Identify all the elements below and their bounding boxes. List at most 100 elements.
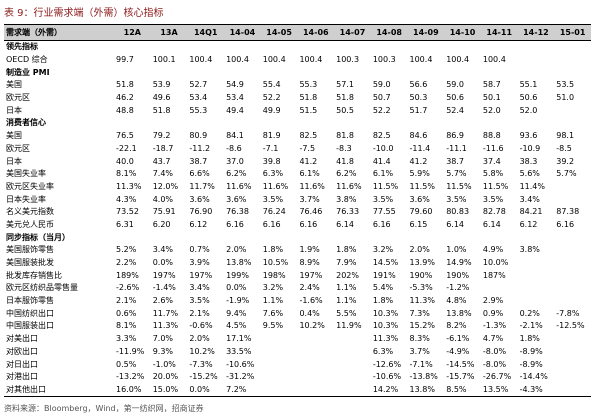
cell: 81.8 (336, 131, 354, 141)
cell: 5.8% (482, 169, 504, 179)
cell: 10.2% (299, 321, 325, 331)
cell (261, 333, 298, 346)
cell: 52.0 (482, 105, 501, 115)
cell: 2.9% (482, 296, 504, 306)
row-label: 日本 (6, 105, 22, 115)
cell: 11.6% (336, 181, 362, 191)
cell: 1.8% (519, 334, 540, 344)
cell: 41.2 (299, 156, 318, 166)
cell: 4.0% (152, 194, 174, 204)
cell (334, 346, 371, 359)
header-cell: 14-04 (224, 24, 261, 41)
cell: 4.8% (446, 296, 467, 306)
cell: 38.7 (189, 156, 208, 166)
cell: 3.6% (189, 194, 210, 204)
cell: 8.2% (446, 321, 467, 331)
table-row: 消费者信心 (4, 117, 591, 130)
cell: 37.0 (226, 156, 244, 166)
cell: -2.1% (519, 321, 543, 331)
cell: 76.38 (226, 207, 249, 217)
cell: 3.7% (409, 346, 430, 356)
cell (554, 333, 591, 346)
cell (334, 358, 371, 371)
cell: 3.2% (262, 283, 284, 293)
cell: 50.1 (482, 93, 501, 103)
cell: -12.6% (372, 359, 402, 369)
cell: 52.0 (519, 105, 538, 115)
header-cell: 14-12 (517, 24, 555, 41)
cell: -5.3% (409, 283, 433, 293)
cell: -8.5 (556, 143, 572, 153)
cell: 11.3% (116, 181, 142, 191)
source-note: 资料来源：Bloomberg，Wind，第一纺织网，招商证券 (4, 404, 204, 413)
cell: 3.4% (519, 194, 540, 204)
table-row: 欧元区失业率 11.3% 12.0% 11.7% 11.6% 11.6% 11.6% 11.6… (4, 181, 591, 194)
cell: 40.0 (116, 156, 134, 166)
cell: -11.9% (116, 346, 145, 356)
cell (554, 54, 591, 67)
cell: 2.1% (189, 308, 210, 318)
cell: 3.5% (446, 194, 467, 204)
cell: 7.0% (152, 334, 174, 344)
table-row: 美国 51.8 53.9 52.7 54.9 55.4 55.3 57.1 59.0 56.6 59… (4, 79, 591, 92)
cell: 6.3% (262, 169, 284, 179)
cell: 52.4 (446, 105, 464, 115)
cell: 80.83 (446, 207, 470, 217)
table-row: 中国服装出口 8.1% 11.3% -0.6% 4.5% 9.5% 10.2% 11.9% 10… (4, 320, 591, 333)
cell: 76.24 (262, 207, 286, 217)
cell: 6.16 (299, 219, 318, 229)
cell: -7.1% (409, 359, 433, 369)
cell: 16.0% (114, 383, 151, 398)
table-row: 日本 40.0 43.7 38.7 37.0 39.8 41.2 41.8 41.4 41.2 38… (4, 155, 591, 168)
cell: 6.31 (116, 219, 134, 229)
cell: 2.0% (189, 334, 210, 344)
cell: 6.14 (482, 219, 501, 229)
row-label: OECD 综合 (6, 55, 48, 65)
cell: 197% (152, 270, 176, 280)
table-row: 欧元区纺织品零售量 -2.6% -1.4% 3.4% 0.0% 3.2% 2.4% 1.1% 5… (4, 282, 591, 295)
row-label: 欧元区失业率 (6, 181, 54, 191)
cell (554, 282, 591, 295)
table-row: 美国 76.5 79.2 80.9 84.1 81.9 82.5 81.8 82.5 84.6 86… (4, 130, 591, 143)
table-row: 日本服饰零售 2.1% 2.6% 3.5% -1.9% 1.1% -1.6% 1.1% 1.8%… (4, 295, 591, 308)
cell: 41.4 (372, 156, 391, 166)
cell: 53.4 (226, 93, 244, 103)
table-row: 对港出口 -13.2% 20.0% -15.2% -31.2% -10.6% -13.8% -… (4, 371, 591, 384)
cell: -13.8% (409, 372, 438, 382)
cell: -7.3% (189, 359, 213, 369)
cell: 197% (299, 270, 323, 280)
table-row: 制造业 PMI (4, 66, 591, 79)
cell: 1.8% (372, 296, 394, 306)
table-row: 对其他出口 16.0% 15.0% 0.0% 7.2% 14.2% 13.8% 8.5% 13.… (4, 383, 591, 398)
cell (334, 383, 371, 398)
row-label: 批发库存销售比 (6, 270, 62, 280)
table-row: 批发库存销售比 189% 197% 197% 199% 198% 197% 202% 191% 1… (4, 269, 591, 282)
cell: 187% (482, 270, 506, 280)
cell: -6.1% (446, 334, 470, 344)
cell: -10.6% (372, 372, 402, 382)
cell: 12.0% (152, 181, 179, 191)
cell: 0.0% (187, 383, 225, 398)
header-cell: 12A (114, 24, 151, 41)
cell: 5.6% (519, 169, 540, 179)
cell: 76.46 (299, 207, 323, 217)
cell (554, 346, 591, 359)
cell: -11.4 (409, 143, 431, 153)
cell: 17.1% (226, 334, 252, 344)
cell: 8.9% (299, 258, 320, 268)
cell: 50.3 (409, 93, 428, 103)
header-cell: 13A (150, 24, 188, 41)
header-cell: 14-05 (260, 24, 298, 41)
table-row: 同步指标（当月） (4, 231, 591, 244)
cell: 51.7 (409, 105, 428, 115)
cell: 0.7% (189, 245, 210, 255)
row-label: 欧元区纺织品零售量 (6, 283, 78, 293)
cell: 2.4% (299, 283, 320, 293)
cell: 57.1 (336, 80, 354, 90)
cell: 0.2% (519, 308, 540, 318)
cell: 202% (336, 270, 359, 280)
cell: -14.5% (446, 359, 475, 369)
cell: 6.20 (152, 219, 171, 229)
cell: 100.1 (152, 55, 176, 65)
